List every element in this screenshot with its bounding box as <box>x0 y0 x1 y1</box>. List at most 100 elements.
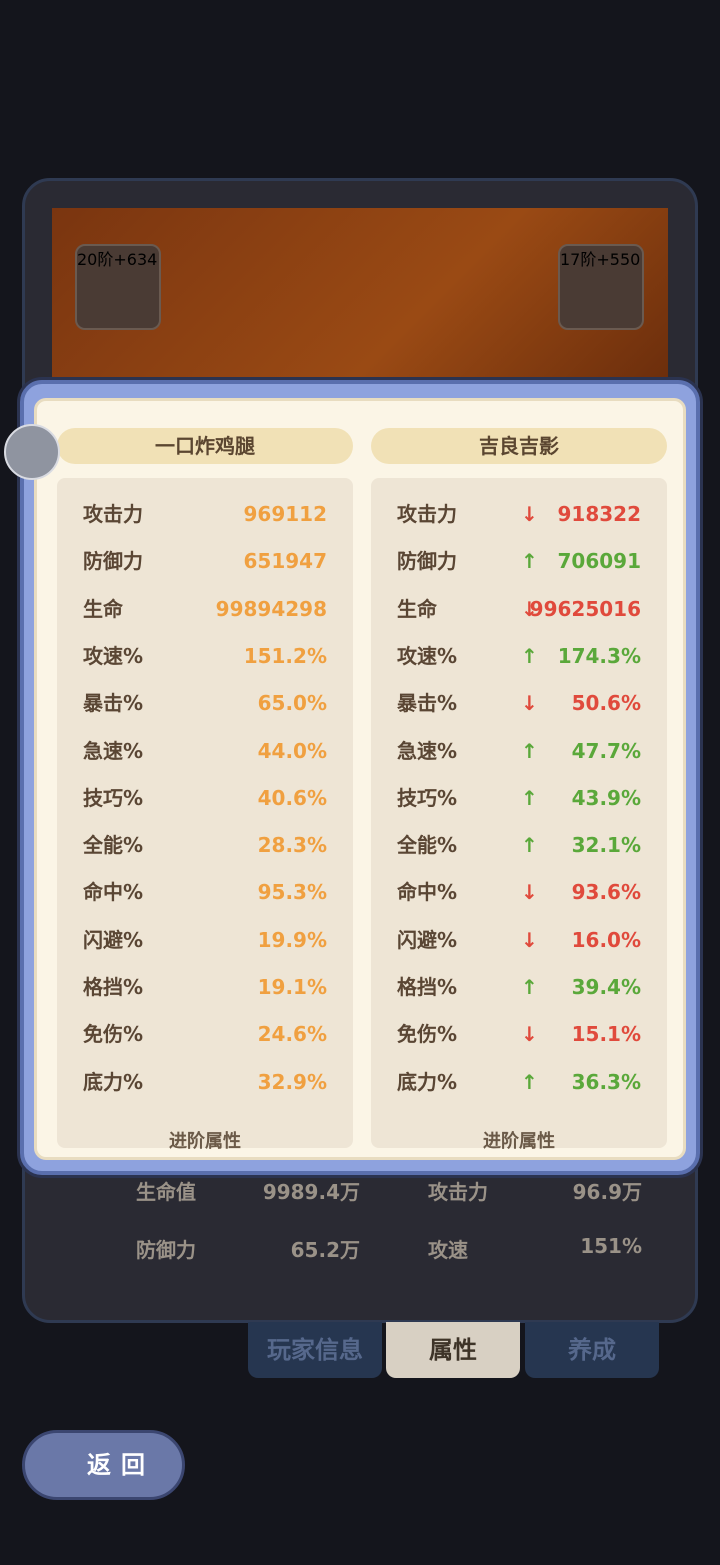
stat-row: 攻速% 151.2% <box>57 636 353 676</box>
stat-value: 47.7% <box>571 738 641 763</box>
trend-arrow: ↑ <box>521 643 538 668</box>
compare-dialog: 一口炸鸡腿攻击力 969112 防御力 651947 生命 99894298 攻速% 151.… <box>34 398 686 1160</box>
stat-row: 攻击力 ↓ 918322 <box>371 494 667 534</box>
stat-label: 格挡% <box>83 975 144 999</box>
stat-label: 防御力 <box>83 549 143 574</box>
stat-row: 免伤% 24.6% <box>57 1014 353 1054</box>
summary-label: 生命值 <box>136 1180 196 1204</box>
stat-label: 技巧% <box>397 785 458 810</box>
summary-label: 攻击力 <box>428 1180 488 1204</box>
stat-row: 底力% 32.9% <box>57 1062 353 1102</box>
stat-value: 651947 <box>243 549 328 574</box>
stat-label: 底力% <box>397 1069 458 1094</box>
stat-value: 43.9% <box>571 785 641 810</box>
stat-row: 生命 ↓ 99625016 <box>371 589 667 629</box>
stat-row: 防御力 651947 <box>57 541 353 581</box>
stat-value: 15.1% <box>571 1022 641 1047</box>
stat-row: 格挡% 19.1% <box>57 967 353 1007</box>
equipment-slot[interactable]: 17阶+550 <box>558 244 644 330</box>
stat-row: 急速% 44.0% <box>57 731 353 771</box>
stat-row: 命中% ↓ 93.6% <box>371 872 667 912</box>
stat-value: 24.6% <box>257 1022 327 1047</box>
trend-arrow: ↓ <box>521 691 538 716</box>
trend-arrow: ↑ <box>521 785 538 810</box>
equipment-level: 17阶+550 <box>560 250 641 269</box>
section-footer: 进阶属性 <box>483 1131 555 1152</box>
stat-value: 174.3% <box>557 643 641 668</box>
equipment-slot[interactable]: 20阶+634 <box>75 244 161 330</box>
stat-box <box>57 478 353 1148</box>
stat-label: 暴击% <box>83 691 144 716</box>
stat-label: 暴击% <box>397 691 458 716</box>
equipment-level: 20阶+634 <box>77 250 158 269</box>
stat-label: 急速% <box>83 738 144 763</box>
stat-label: 格挡% <box>397 975 458 999</box>
stat-label: 攻速% <box>397 643 458 668</box>
stat-row: 命中% 95.3% <box>57 872 353 912</box>
section-footer: 进阶属性 <box>169 1131 241 1152</box>
stat-value: 706091 <box>557 549 642 574</box>
stat-row: 攻击力 969112 <box>57 494 353 534</box>
summary-value: 65.2万 <box>290 1238 360 1262</box>
stat-label: 免伤% <box>397 1022 458 1047</box>
stat-value: 151.2% <box>243 643 327 668</box>
stat-value: 19.9% <box>257 927 327 952</box>
stat-value: 16.0% <box>571 927 641 952</box>
stat-label: 生命 <box>83 596 123 621</box>
stat-value: 32.9% <box>257 1069 327 1094</box>
trend-arrow: ↓ <box>521 927 538 952</box>
stat-value: 36.3% <box>571 1069 641 1094</box>
stat-label: 底力% <box>83 1069 144 1094</box>
stat-row: 格挡% ↑ 39.4% <box>371 967 667 1007</box>
back-button[interactable]: 返回 <box>22 1430 185 1500</box>
stat-label: 命中% <box>83 880 144 905</box>
stat-row: 暴击% 65.0% <box>57 683 353 723</box>
trend-arrow: ↑ <box>521 549 538 574</box>
stat-row: 全能% ↑ 32.1% <box>371 825 667 865</box>
player-name: 一口炸鸡腿 <box>57 428 353 464</box>
stat-value: 50.6% <box>571 691 641 716</box>
trend-arrow: ↑ <box>521 975 538 999</box>
stat-label: 急速% <box>397 738 458 763</box>
stat-box <box>371 478 667 1148</box>
summary-label: 防御力 <box>136 1238 196 1262</box>
stat-label: 全能% <box>83 833 144 858</box>
stat-row: 生命 99894298 <box>57 589 353 629</box>
stat-row: 免伤% ↓ 15.1% <box>371 1014 667 1054</box>
stat-label: 攻速% <box>83 643 144 668</box>
summary-value: 151% <box>580 1234 642 1258</box>
stat-label: 技巧% <box>83 785 144 810</box>
stat-label: 命中% <box>397 880 458 905</box>
stat-row: 底力% ↑ 36.3% <box>371 1062 667 1102</box>
stat-value: 99894298 <box>215 596 327 621</box>
stat-row: 急速% ↑ 47.7% <box>371 731 667 771</box>
stat-value: 969112 <box>243 502 328 526</box>
stat-value: 39.4% <box>571 975 641 999</box>
stat-row: 防御力 ↑ 706091 <box>371 541 667 581</box>
summary-value: 96.9万 <box>572 1180 642 1204</box>
stat-value: 99625016 <box>529 596 641 621</box>
player-name: 吉良吉影 <box>371 428 667 464</box>
summary-value: 9989.4万 <box>262 1180 360 1204</box>
stat-value: 65.0% <box>257 691 327 716</box>
stat-label: 闪避% <box>83 927 144 952</box>
trend-arrow: ↑ <box>521 833 538 858</box>
chat-button[interactable] <box>4 424 60 480</box>
stat-label: 全能% <box>397 833 458 858</box>
stat-label: 闪避% <box>397 927 458 952</box>
stat-row: 技巧% 40.6% <box>57 778 353 818</box>
stat-row: 暴击% ↓ 50.6% <box>371 683 667 723</box>
trend-arrow: ↓ <box>521 502 538 526</box>
stat-value: 93.6% <box>571 880 641 905</box>
trend-arrow: ↑ <box>521 738 538 763</box>
tab[interactable]: 养成 <box>525 1322 659 1378</box>
tab[interactable]: 属性 <box>386 1322 520 1378</box>
trend-arrow: ↓ <box>521 596 538 621</box>
stat-label: 免伤% <box>83 1022 144 1047</box>
trend-arrow: ↓ <box>521 1022 538 1047</box>
stat-label: 攻击力 <box>83 502 143 526</box>
stat-value: 95.3% <box>257 880 327 905</box>
tab[interactable]: 玩家信息 <box>248 1322 382 1378</box>
trend-arrow: ↓ <box>521 880 538 905</box>
